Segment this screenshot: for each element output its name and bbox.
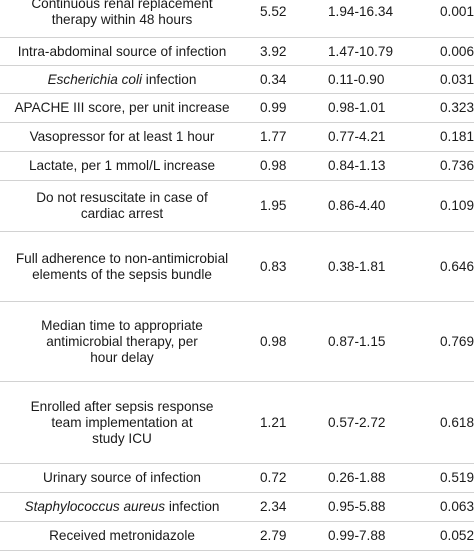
factor-line: elements of the sepsis bundle [32,266,212,282]
p-value: 0.031 [440,71,474,87]
table-row: Median time to appropriate antimicrobial… [0,302,474,382]
confidence-interval: 0.57-2.72 [328,414,386,430]
confidence-interval: 0.77-4.21 [328,129,386,144]
confidence-interval: 0.86-4.40 [328,198,386,213]
confidence-interval: 0.99-7.88 [328,528,386,543]
p-value: 0.006 [440,43,474,59]
factor-cell: Continuous renal replacement therapy wit… [0,0,244,28]
factor-cell: Full adherence to non-antimicrobial elem… [0,251,244,283]
table-row: Received metronidazole 2.79 0.99-7.88 0.… [0,522,474,551]
table-row: Intra-abdominal source of infection 3.92… [0,38,474,66]
factor-cell: Urinary source of infection [0,470,244,486]
p-value: 0.646 [440,258,474,274]
factor-line: Do not resuscitate in case of [36,190,208,205]
odds-ratio: 3.92 [260,43,287,59]
p-value: 0.001 [440,4,474,19]
table-row: Do not resuscitate in case of cardiac ar… [0,181,474,232]
table-row: Staphylococcus aureus infection 2.34 0.9… [0,493,474,522]
table-row: Enrolled after sepsis response team impl… [0,382,474,464]
factor-cell: Do not resuscitate in case of cardiac ar… [0,190,244,222]
table-row: Urinary source of infection 0.72 0.26-1.… [0,464,474,493]
confidence-interval: 0.38-1.81 [328,258,386,274]
factor-text: Urinary source of infection [43,470,201,485]
table-row: Continuous renal replacement therapy wit… [0,0,474,38]
confidence-interval: 0.84-1.13 [328,158,386,173]
factor-line: hour delay [90,349,154,365]
factor-line: therapy within 48 hours [51,12,193,27]
odds-ratio: 1.77 [260,129,287,144]
factor-text: Intra-abdominal source of infection [17,43,227,59]
factor-text: Received metronidazole [49,528,195,543]
factor-line: team implementation at [51,414,193,430]
table-row: Escherichia coli infection 0.34 0.11-0.9… [0,66,474,94]
factor-cell: Escherichia coli infection [0,72,244,88]
factor-line: study ICU [92,430,152,446]
table-row: Full adherence to non-antimicrobial elem… [0,232,474,302]
factor-line: Full adherence to non-antimicrobial [15,250,229,266]
odds-ratio: 0.83 [260,258,287,274]
confidence-interval: 1.94-16.34 [328,4,394,19]
confidence-interval: 0.87-1.15 [328,333,386,349]
odds-ratio: 2.79 [260,528,287,543]
confidence-interval: 0.26-1.88 [328,470,386,485]
p-value: 0.323 [440,100,474,115]
factor-line: antimicrobial therapy, per [46,333,198,349]
factor-text: infection [165,499,220,514]
confidence-interval: 0.95-5.88 [328,499,386,514]
table-row: Lactate, per 1 mmol/L increase 0.98 0.84… [0,152,474,181]
confidence-interval: 0.11-0.90 [328,71,385,87]
odds-ratio: 0.34 [260,71,287,87]
odds-ratio: 1.95 [260,198,287,213]
table-row: APACHE III score, per unit increase 0.99… [0,94,474,123]
confidence-interval: 1.47-10.79 [328,43,394,59]
factor-line: Enrolled after sepsis response [30,398,214,414]
factor-cell: Staphylococcus aureus infection [0,499,244,515]
factor-cell: Lactate, per 1 mmol/L increase [0,158,244,174]
odds-ratio: 0.98 [260,333,287,349]
factor-cell: APACHE III score, per unit increase [0,100,244,116]
p-value: 0.109 [440,198,474,213]
p-value: 0.519 [440,470,474,485]
p-value: 0.769 [440,333,474,349]
factor-line: Median time to appropriate [41,317,203,333]
p-value: 0.736 [440,158,474,173]
odds-ratio: 0.98 [260,158,287,173]
factor-text: Vasopressor for at least 1 hour [29,129,215,144]
factor-text: infection [142,71,197,87]
p-value: 0.618 [440,414,474,430]
odds-ratio: 5.52 [260,4,287,19]
factor-line: Continuous renal replacement [31,0,213,11]
factor-text: APACHE III score, per unit increase [14,100,230,115]
factor-cell: Vasopressor for at least 1 hour [0,129,244,145]
factor-italic: Staphylococcus aureus [24,499,166,514]
factor-cell: Median time to appropriate antimicrobial… [0,318,244,366]
odds-ratio: 2.34 [260,499,287,514]
factor-italic: Escherichia coli [47,71,143,87]
factor-cell: Enrolled after sepsis response team impl… [0,399,244,447]
factor-cell: Intra-abdominal source of infection [0,44,244,60]
confidence-interval: 0.98-1.01 [328,100,386,115]
factor-cell: Received metronidazole [0,528,244,544]
p-value: 0.063 [440,499,474,514]
factor-line: cardiac arrest [80,206,164,221]
odds-ratio: 1.21 [260,414,287,430]
factor-text: Lactate, per 1 mmol/L increase [28,158,216,173]
table-row: Vasopressor for at least 1 hour 1.77 0.7… [0,123,474,152]
odds-ratio: 0.72 [260,470,287,485]
p-value: 0.052 [440,528,474,543]
p-value: 0.181 [440,129,474,144]
odds-ratio: 0.99 [260,100,287,115]
